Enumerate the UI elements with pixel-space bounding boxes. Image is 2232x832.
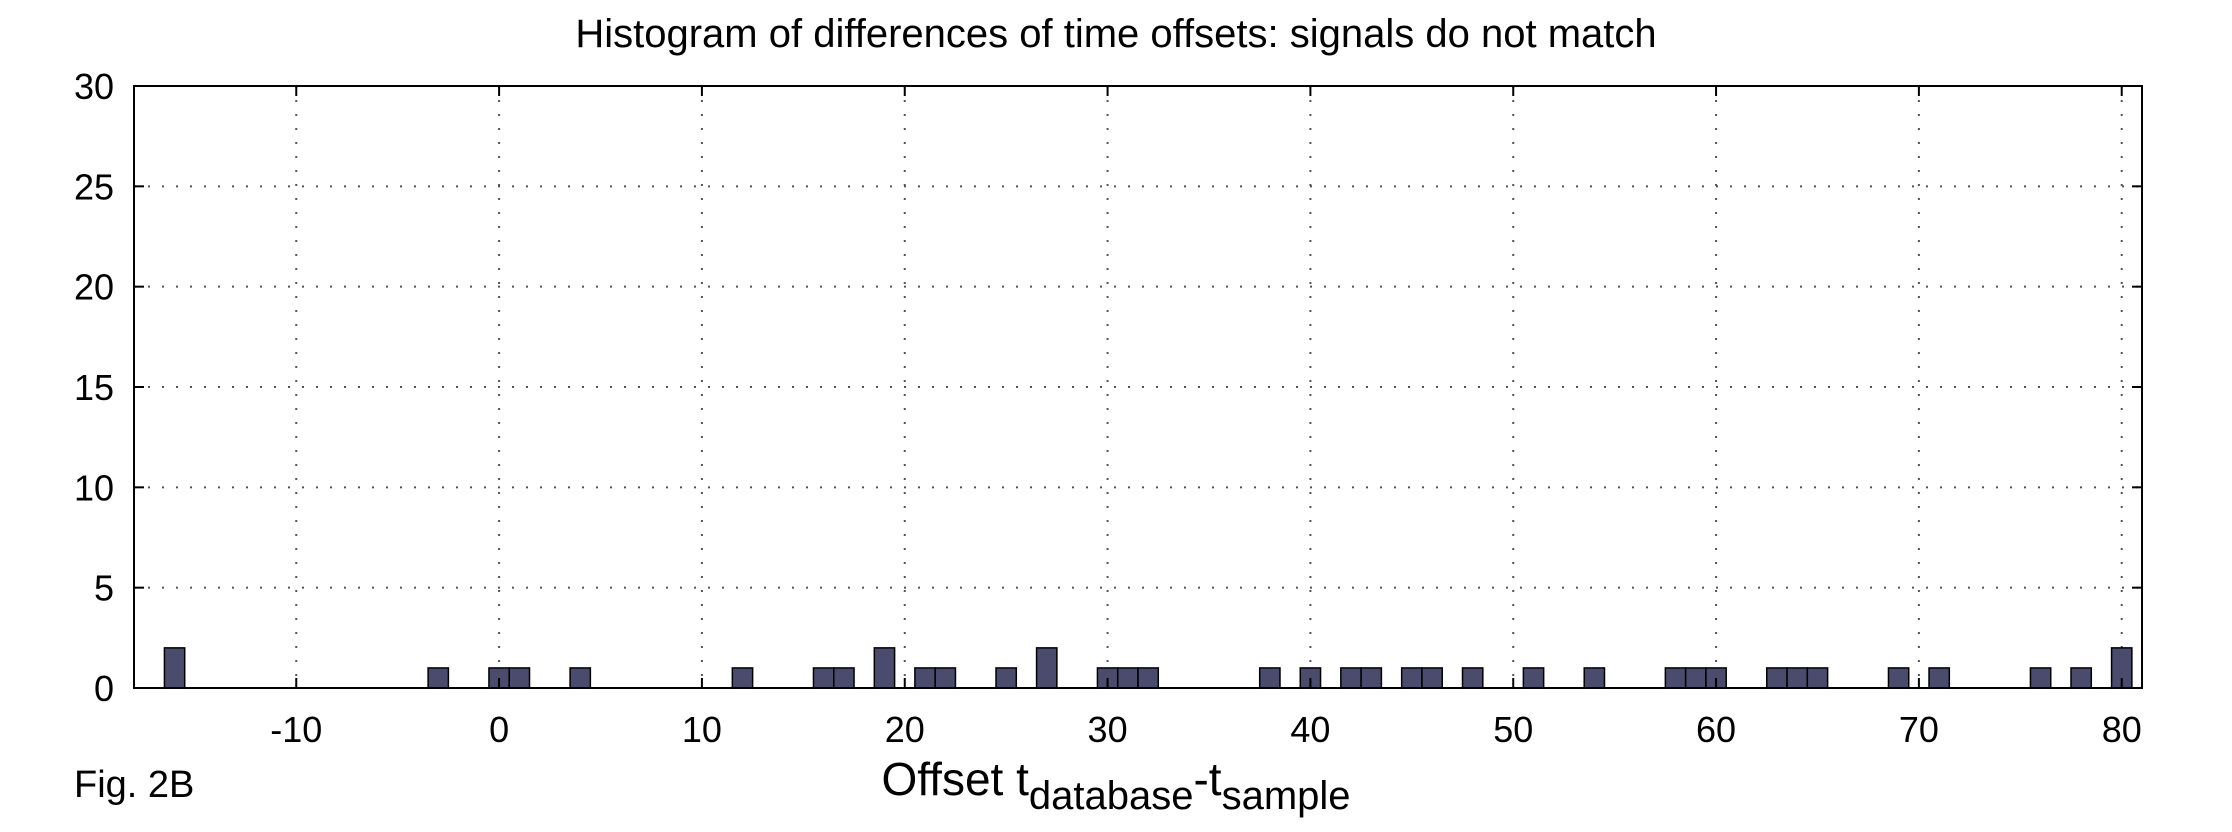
histogram-bar [934, 667, 957, 689]
x-axis-label: Offset tdatabase-tsample [881, 753, 1351, 818]
plot-frame [133, 85, 2143, 689]
x-tick-label: 20 [885, 709, 925, 750]
x-tick-label: 60 [1696, 709, 1736, 750]
histogram-bar [1137, 667, 1160, 689]
histogram-bar [833, 667, 855, 689]
y-tick-label: 25 [74, 166, 114, 207]
histogram-bar [812, 667, 835, 689]
histogram-bar [1116, 667, 1139, 689]
histogram-bar [427, 667, 450, 689]
y-tick-label: 10 [74, 467, 114, 508]
histogram-bar [1887, 667, 1910, 689]
histogram-bar [1340, 667, 1362, 689]
x-tick-label: 70 [1899, 709, 1939, 750]
histogram-bar [914, 667, 936, 689]
histogram-bar [1421, 667, 1443, 689]
histogram-bar [731, 667, 754, 689]
tick-labels: -10 0 10 20 30 40 50 60 70 80 0 5 10 15 20 25 30 [74, 66, 2142, 750]
x-tick-label: 50 [1493, 709, 1533, 750]
chart-title: Histogram of differences of time offsets… [575, 12, 1657, 56]
x-tick-label: 80 [2102, 709, 2142, 750]
x-tick-label: 10 [682, 709, 722, 750]
histogram-bar [508, 667, 531, 689]
histogram-bar [569, 667, 592, 689]
histogram-bar [1583, 667, 1606, 689]
grid-lines [134, 86, 2142, 688]
histogram-bar [2070, 667, 2093, 689]
histogram-bar [1766, 667, 1788, 689]
axis-ticks [134, 85, 2142, 689]
histogram-bar [1400, 667, 1423, 689]
x-tick-label: 40 [1290, 709, 1330, 750]
y-tick-label: 30 [74, 66, 114, 107]
histogram-bar [873, 647, 896, 689]
y-tick-label: 5 [94, 568, 114, 609]
x-tick-label: 0 [489, 709, 509, 750]
histogram-bar [1258, 667, 1281, 689]
histogram-bar [1786, 667, 1809, 689]
histogram-bars [163, 647, 2133, 689]
x-tick-label: 30 [1088, 709, 1128, 750]
histogram-bar [1684, 667, 1707, 689]
histogram-bar [1522, 667, 1545, 689]
histogram-bar [163, 647, 186, 689]
histogram-bar [1806, 667, 1829, 689]
histogram-bar [995, 667, 1018, 689]
y-tick-label: 0 [94, 668, 114, 709]
histogram-bar [2029, 667, 2052, 689]
histogram-bar [1664, 667, 1687, 689]
histogram-bar [1360, 667, 1383, 689]
histogram-bar [1035, 647, 1058, 689]
y-tick-label: 15 [74, 367, 114, 408]
histogram-bar [1461, 667, 1484, 689]
x-tick-label: -10 [270, 709, 322, 750]
histogram-bar [1928, 667, 1951, 689]
figure-label: Fig. 2B [74, 764, 195, 806]
y-tick-label: 20 [74, 267, 114, 308]
